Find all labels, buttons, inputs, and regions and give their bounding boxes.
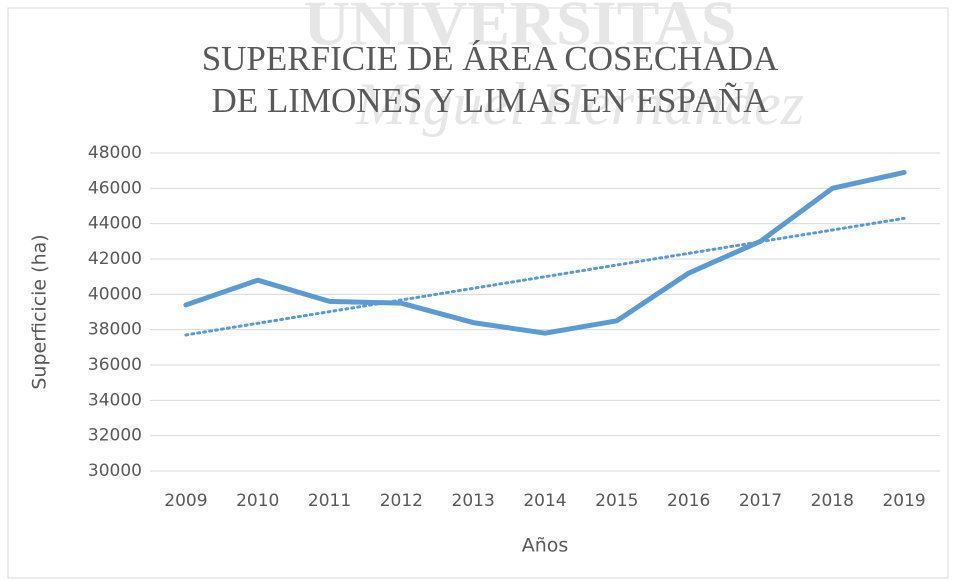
x-tick-label: 2016 [667,491,710,511]
y-tick-label: 48000 [88,143,142,163]
x-tick-label: 2017 [739,491,782,511]
x-axis-title: Años [522,535,569,557]
y-tick-label: 42000 [88,249,142,269]
y-axis-title: Superficicie (ha) [29,234,51,389]
watermark: Miguel Hernández [355,71,804,137]
chart-frame [7,7,949,579]
x-tick-label: 2010 [236,491,279,511]
chart-title: SUPERFICIE DE ÁREA COSECHADA [202,39,779,78]
x-tick-label: 2009 [164,491,207,511]
y-tick-label: 38000 [88,320,142,340]
x-tick-label: 2015 [595,491,638,511]
x-tick-label: 2014 [523,491,566,511]
trendline [184,216,906,337]
x-tick-label: 2013 [452,491,495,511]
y-tick-label: 44000 [88,214,142,234]
y-tick-label: 30000 [88,461,142,481]
x-tick-label: 2012 [380,491,423,511]
chart-title: DE LIMONES Y LIMAS EN ESPAÑA [211,81,769,120]
y-tick-label: 32000 [88,426,142,446]
series-line [183,169,907,336]
x-tick-label: 2018 [811,491,854,511]
y-tick-label: 34000 [88,390,142,410]
y-tick-label: 36000 [88,355,142,375]
y-tick-label: 46000 [88,178,142,198]
watermark: UNIVERSITAS [304,0,737,59]
x-tick-label: 2019 [882,491,925,511]
x-tick-label: 2011 [308,491,351,511]
y-tick-label: 40000 [88,284,142,304]
